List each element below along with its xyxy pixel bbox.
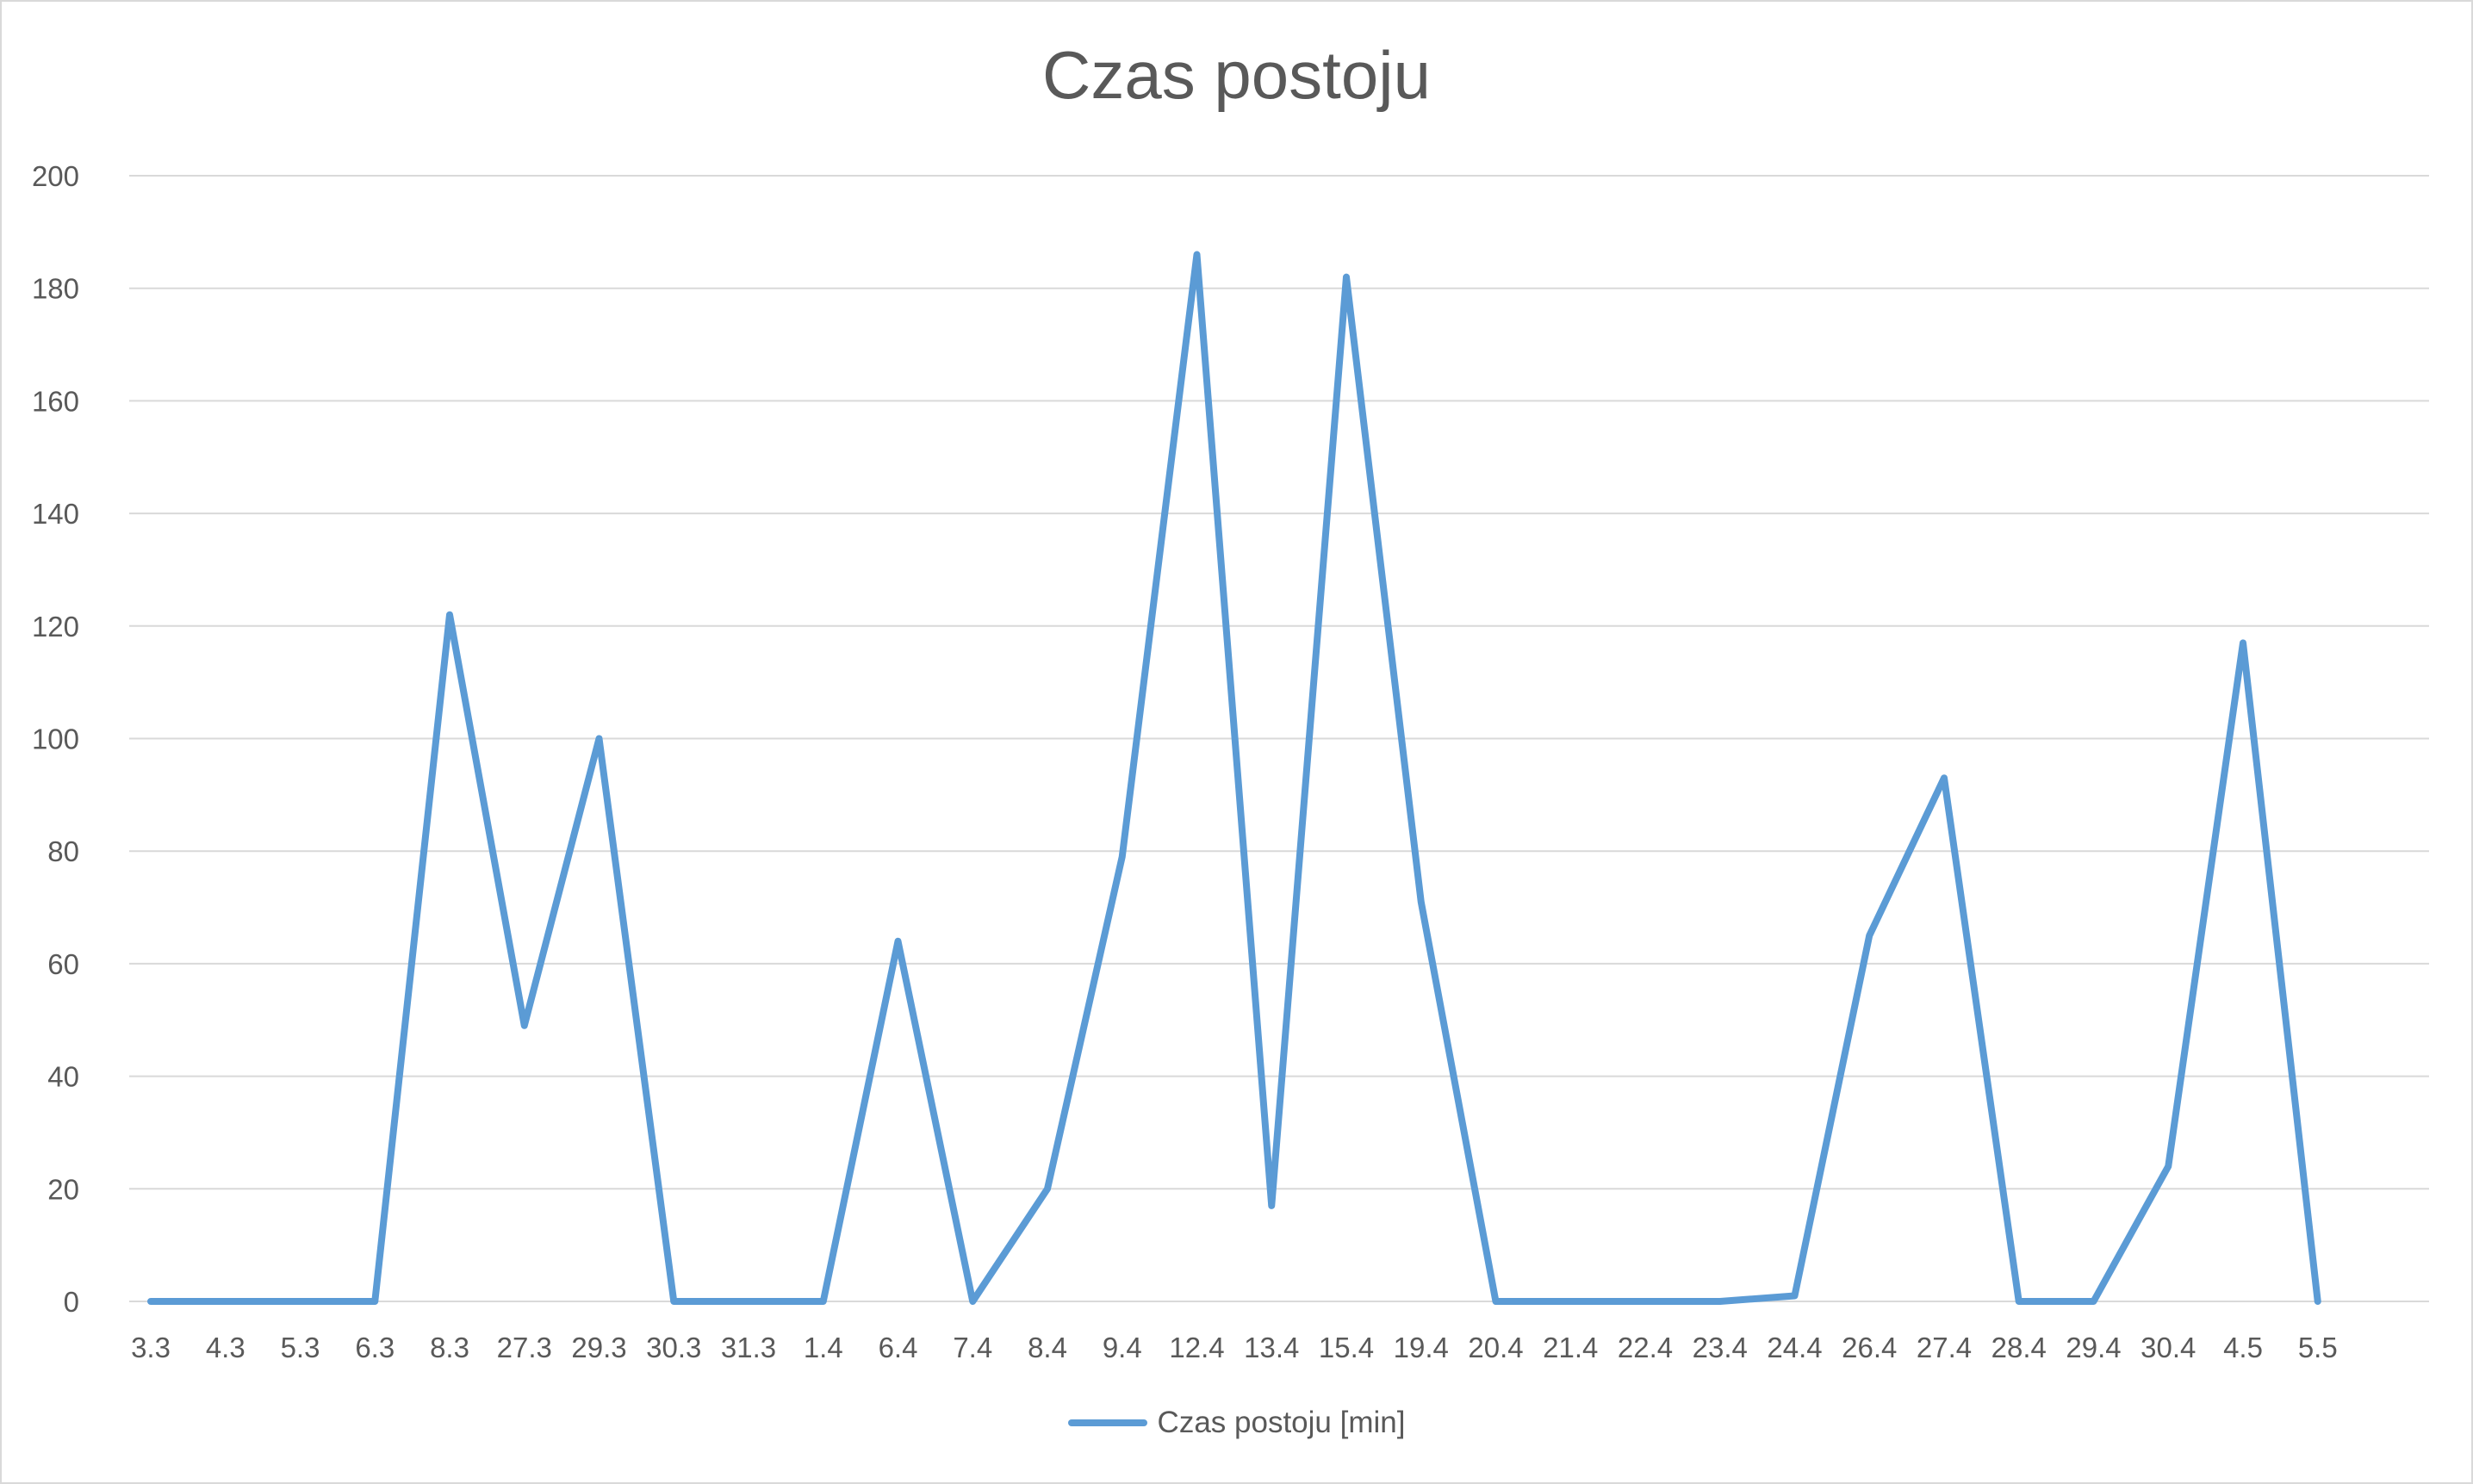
data-point bbox=[1420, 901, 1422, 903]
x-tick-label: 30.3 bbox=[646, 1332, 701, 1363]
x-tick-label: 20.4 bbox=[1468, 1332, 1523, 1363]
x-tick-label: 29.3 bbox=[571, 1332, 626, 1363]
y-tick-label: 80 bbox=[47, 835, 79, 867]
data-point bbox=[1495, 1301, 1496, 1302]
data-point bbox=[2018, 1301, 2020, 1302]
x-tick-label: 4.5 bbox=[2223, 1332, 2263, 1363]
x-tick-label: 19.4 bbox=[1394, 1332, 1449, 1363]
data-point bbox=[1943, 777, 1945, 779]
data-point bbox=[2093, 1301, 2094, 1302]
y-tick-label: 0 bbox=[64, 1286, 79, 1318]
x-tick-label: 29.4 bbox=[2066, 1332, 2121, 1363]
x-tick-label: 31.3 bbox=[721, 1332, 776, 1363]
y-tick-label: 180 bbox=[32, 273, 79, 305]
data-point bbox=[300, 1301, 301, 1302]
y-tick-label: 60 bbox=[47, 948, 79, 980]
data-point bbox=[1719, 1301, 1721, 1302]
x-tick-label: 6.3 bbox=[355, 1332, 395, 1363]
x-tick-label: 5.3 bbox=[281, 1332, 320, 1363]
y-axis-ticks: 0 20 40 60 80 100 120 140 160 180 200 bbox=[32, 160, 79, 1318]
x-tick-label: 26.4 bbox=[1842, 1332, 1897, 1363]
legend-swatch bbox=[1067, 1419, 1147, 1426]
x-axis-ticks: 3.3 4.3 5.3 6.3 8.3 27.3 29.3 30.3 31.3 1.4 6.4 7.4… bbox=[131, 1332, 2338, 1363]
data-point bbox=[1345, 276, 1347, 278]
y-tick-label: 200 bbox=[32, 160, 79, 192]
data-point bbox=[2167, 1165, 2169, 1167]
x-tick-label: 5.5 bbox=[2298, 1332, 2338, 1363]
legend-label: Czas postoju [min] bbox=[1157, 1406, 1406, 1439]
y-tick-label: 160 bbox=[32, 385, 79, 417]
data-point bbox=[1196, 253, 1197, 255]
x-tick-label: 13.4 bbox=[1244, 1332, 1299, 1363]
x-tick-label: 27.3 bbox=[497, 1332, 552, 1363]
y-tick-label: 40 bbox=[47, 1061, 79, 1093]
y-tick-label: 20 bbox=[47, 1173, 79, 1205]
series-group bbox=[147, 251, 2321, 1305]
data-point bbox=[524, 1025, 525, 1027]
x-tick-label: 12.4 bbox=[1169, 1332, 1224, 1363]
x-tick-label: 7.4 bbox=[953, 1332, 992, 1363]
data-point bbox=[374, 1301, 376, 1302]
x-tick-label: 21.4 bbox=[1543, 1332, 1598, 1363]
legend: Czas postoju [min] bbox=[0, 1406, 2473, 1440]
data-point bbox=[972, 1301, 973, 1302]
data-point bbox=[1569, 1301, 1571, 1302]
gridlines bbox=[129, 175, 2429, 1302]
x-tick-label: 22.4 bbox=[1618, 1332, 1673, 1363]
x-tick-label: 8.4 bbox=[1028, 1332, 1067, 1363]
x-tick-label: 4.3 bbox=[206, 1332, 245, 1363]
data-point bbox=[150, 1301, 152, 1302]
data-point bbox=[1868, 934, 1870, 936]
series-line bbox=[147, 251, 2321, 1305]
data-point bbox=[1271, 1205, 1272, 1207]
x-tick-label: 6.4 bbox=[879, 1332, 918, 1363]
y-tick-label: 120 bbox=[32, 611, 79, 643]
x-tick-label: 9.4 bbox=[1103, 1332, 1142, 1363]
data-point bbox=[1794, 1295, 1795, 1296]
x-tick-label: 27.4 bbox=[1917, 1332, 1972, 1363]
y-tick-label: 100 bbox=[32, 723, 79, 755]
x-tick-label: 28.4 bbox=[1991, 1332, 2047, 1363]
x-tick-label: 30.4 bbox=[2141, 1332, 2196, 1363]
y-tick-label: 140 bbox=[32, 498, 79, 530]
data-point bbox=[1644, 1301, 1646, 1302]
data-point bbox=[225, 1301, 227, 1302]
x-tick-label: 3.3 bbox=[131, 1332, 171, 1363]
chart-title: Czas postoju bbox=[1042, 37, 1431, 113]
data-point bbox=[599, 738, 600, 739]
data-point bbox=[2317, 1301, 2319, 1302]
x-tick-label: 8.3 bbox=[430, 1332, 469, 1363]
x-tick-label: 23.4 bbox=[1693, 1332, 1748, 1363]
x-tick-label: 15.4 bbox=[1319, 1332, 1374, 1363]
x-tick-label: 24.4 bbox=[1767, 1332, 1822, 1363]
x-tick-label: 1.4 bbox=[804, 1332, 843, 1363]
